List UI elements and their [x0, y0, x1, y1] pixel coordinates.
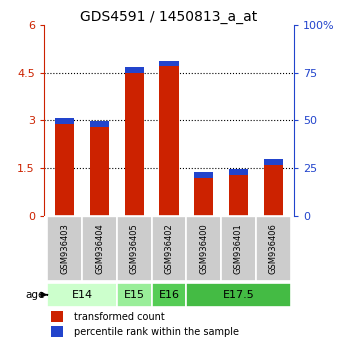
Text: E17.5: E17.5 [223, 290, 255, 300]
Text: GSM936404: GSM936404 [95, 223, 104, 274]
Bar [55, 118, 74, 216]
Bar [51, 326, 64, 337]
Bar [55, 118, 74, 124]
Text: GSM936402: GSM936402 [165, 223, 173, 274]
FancyBboxPatch shape [186, 216, 221, 281]
FancyBboxPatch shape [47, 216, 82, 281]
FancyBboxPatch shape [152, 216, 186, 281]
Bar [125, 67, 144, 216]
FancyBboxPatch shape [47, 282, 117, 307]
Text: transformed count: transformed count [74, 312, 165, 322]
FancyBboxPatch shape [82, 216, 117, 281]
FancyBboxPatch shape [152, 282, 186, 307]
Text: GSM936406: GSM936406 [269, 223, 278, 274]
Text: GSM936400: GSM936400 [199, 223, 208, 274]
Text: E16: E16 [159, 290, 179, 300]
Text: age: age [25, 290, 45, 300]
Bar [90, 121, 109, 216]
Text: GSM936401: GSM936401 [234, 223, 243, 274]
Bar [264, 159, 283, 216]
Bar [90, 121, 109, 127]
Bar [264, 159, 283, 165]
Title: GDS4591 / 1450813_a_at: GDS4591 / 1450813_a_at [80, 10, 258, 24]
Text: GSM936405: GSM936405 [130, 223, 139, 274]
Bar [125, 67, 144, 73]
FancyBboxPatch shape [186, 282, 291, 307]
Bar [194, 172, 213, 216]
Bar [51, 311, 64, 322]
FancyBboxPatch shape [221, 216, 256, 281]
Text: E15: E15 [124, 290, 145, 300]
Bar [194, 172, 213, 178]
FancyBboxPatch shape [117, 216, 152, 281]
Bar [229, 169, 248, 175]
Text: percentile rank within the sample: percentile rank within the sample [74, 327, 239, 337]
Text: E14: E14 [72, 290, 93, 300]
Bar [160, 61, 178, 67]
Text: GSM936403: GSM936403 [60, 223, 69, 274]
FancyBboxPatch shape [256, 216, 291, 281]
Bar [229, 169, 248, 216]
FancyBboxPatch shape [117, 282, 152, 307]
Bar [160, 61, 178, 216]
